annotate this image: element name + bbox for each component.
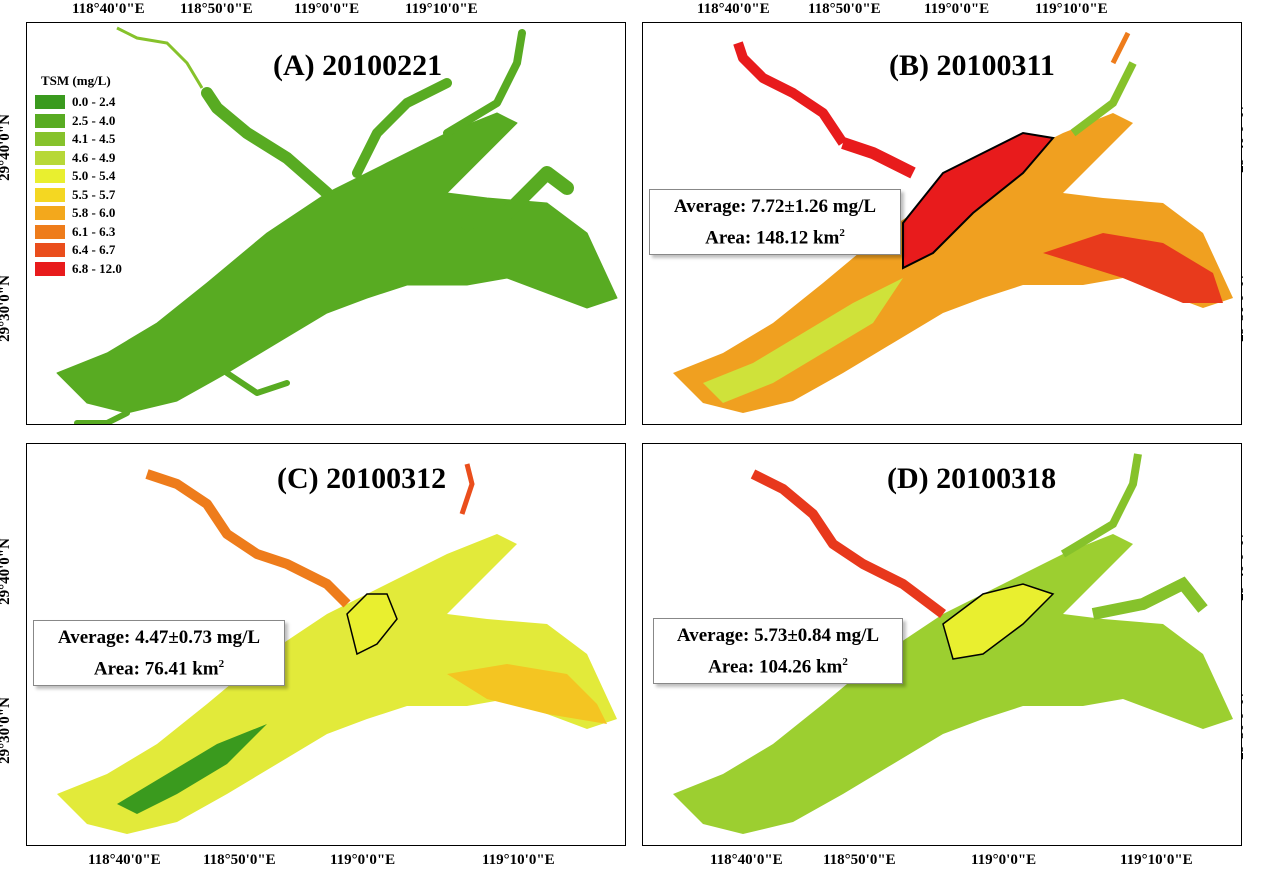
legend-swatch-2: [35, 113, 65, 128]
panel-c-average: Average: 4.47±0.73 mg/L: [57, 627, 261, 648]
top-lon-tick-8: 119°10'0"E: [1035, 1, 1108, 17]
legend-swatch-1: [35, 95, 65, 110]
legend-swatch-8: [35, 224, 65, 239]
panel-c-title: (C) 20100312: [277, 462, 447, 495]
legend-swatch-10: [35, 261, 65, 276]
panel-c-area: Area: 76.41 km2: [42, 651, 276, 682]
bottom-lon-tick-2: 118°50'0"E: [203, 852, 276, 868]
lake-map-a: [56, 26, 618, 424]
legend-row: 4.1 - 4.5: [35, 130, 122, 149]
lake-map-b: [673, 31, 1233, 413]
panel-c-stats-callout: Average: 4.47±0.73 mg/L Area: 76.41 km2: [33, 620, 285, 686]
legend-label-4: 4.6 - 4.9: [72, 149, 116, 165]
left-lat-tick-4: 29°30'0"N: [0, 697, 13, 764]
panel-c-area-text: Area: 76.41 km: [93, 658, 219, 680]
legend-row: 6.4 - 6.7: [35, 241, 122, 260]
legend-label-1: 0.0 - 2.4: [72, 94, 116, 110]
top-lon-tick-6: 118°50'0"E: [808, 1, 881, 17]
panel-b-title: (B) 20100311: [889, 49, 1055, 82]
bottom-lon-tick-7: 119°0'0"E: [971, 852, 1037, 868]
legend-row: 5.0 - 5.4: [35, 167, 122, 186]
panel-b-area: Area: 148.12 km2: [658, 220, 892, 251]
bottom-lon-tick-5: 118°40'0"E: [710, 852, 783, 868]
tsm-legend: TSM (mg/L) 0.0 - 2.4 2.5 - 4.0 4.1 - 4.5…: [35, 73, 122, 278]
legend-label-5: 5.0 - 5.4: [72, 168, 116, 184]
legend-label-6: 5.5 - 5.7: [72, 186, 116, 202]
top-lon-tick-7: 119°0'0"E: [924, 1, 990, 17]
legend-row: 4.6 - 4.9: [35, 149, 122, 168]
panel-a: (A) 20100221 TSM (mg/L) 0.0 - 2.4 2.5 - …: [26, 22, 626, 425]
panel-d-average: Average: 5.73±0.84 mg/L: [676, 625, 880, 646]
legend-row: 2.5 - 4.0: [35, 112, 122, 131]
panel-b: (B) 20100311 Average: 7.72±1.26 mg/L Are…: [642, 22, 1242, 425]
left-lat-tick-3: 29°40'0"N: [0, 538, 13, 605]
panel-c-area-sup: 2: [218, 658, 225, 670]
legend-label-3: 4.1 - 4.5: [72, 131, 116, 147]
panel-b-average: Average: 7.72±1.26 mg/L: [673, 196, 877, 217]
panel-d: (D) 20100318 Average: 5.73±0.84 mg/L Are…: [642, 443, 1242, 846]
legend-swatch-3: [35, 132, 65, 147]
panel-b-area-sup: 2: [839, 227, 845, 239]
bottom-lon-tick-3: 119°0'0"E: [330, 852, 396, 868]
top-lon-tick-3: 119°0'0"E: [294, 1, 360, 17]
legend-swatch-7: [35, 206, 65, 221]
legend-swatch-5: [35, 169, 65, 184]
legend-row: 6.8 - 12.0: [35, 260, 122, 279]
legend-row: 5.5 - 5.7: [35, 186, 122, 205]
bottom-lon-tick-1: 118°40'0"E: [88, 852, 161, 868]
lake-map-c: [57, 463, 617, 834]
bottom-lon-tick-4: 119°10'0"E: [482, 852, 555, 868]
panel-d-area-sup: 2: [842, 656, 848, 668]
panel-b-area-text: Area: 148.12 km: [705, 227, 840, 249]
legend-title: TSM (mg/L): [41, 73, 111, 88]
legend-swatch-6: [35, 187, 65, 202]
panel-d-area: Area: 104.26 km2: [662, 649, 894, 680]
legend-label-10: 6.8 - 12.0: [72, 260, 122, 276]
legend-label-8: 6.1 - 6.3: [72, 223, 116, 239]
panel-d-title: (D) 20100318: [887, 462, 1057, 495]
lake-map-d: [673, 453, 1233, 834]
legend-swatch-4: [35, 150, 65, 165]
panel-b-stats-callout: Average: 7.72±1.26 mg/L Area: 148.12 km2: [649, 189, 901, 255]
legend-label-7: 5.8 - 6.0: [72, 205, 116, 221]
top-lon-tick-2: 118°50'0"E: [180, 1, 253, 17]
top-lon-tick-1: 118°40'0"E: [72, 1, 145, 17]
left-lat-tick-2: 29°30'0"N: [0, 275, 13, 342]
top-lon-tick-5: 118°40'0"E: [697, 1, 770, 17]
left-lat-tick-1: 29°40'0"N: [0, 114, 13, 181]
panel-d-area-text: Area: 104.26 km: [708, 656, 843, 678]
legend-row: 0.0 - 2.4: [35, 93, 122, 112]
legend-swatch-9: [35, 243, 65, 258]
top-lon-tick-4: 119°10'0"E: [405, 1, 478, 17]
legend-label-9: 6.4 - 6.7: [72, 242, 116, 258]
legend-label-2: 2.5 - 4.0: [72, 112, 116, 128]
legend-row: 5.8 - 6.0: [35, 204, 122, 223]
bottom-lon-tick-6: 118°50'0"E: [823, 852, 896, 868]
panel-c: (C) 20100312 Average: 4.47±0.73 mg/L Are…: [26, 443, 626, 846]
legend-row: 6.1 - 6.3: [35, 223, 122, 242]
bottom-lon-tick-8: 119°10'0"E: [1120, 852, 1193, 868]
panel-a-title: (A) 20100221: [273, 49, 443, 82]
panel-d-stats-callout: Average: 5.73±0.84 mg/L Area: 104.26 km2: [653, 618, 903, 684]
